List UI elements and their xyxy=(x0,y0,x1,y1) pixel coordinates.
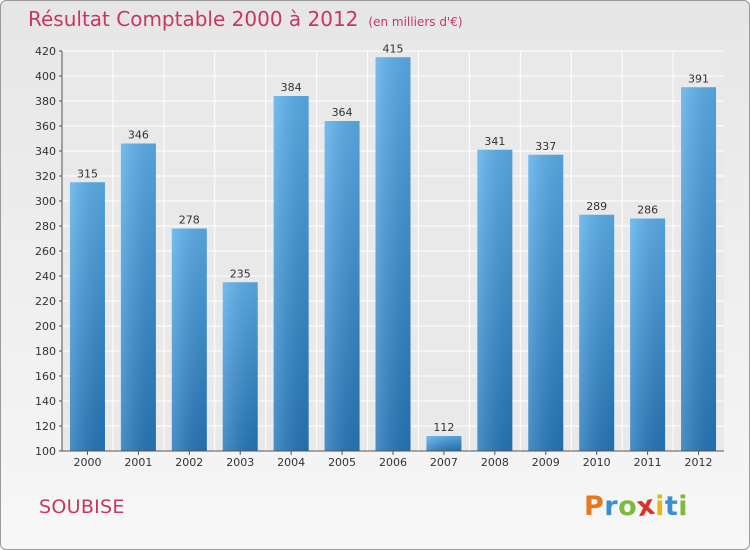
x-tick-label-2012: 2012 xyxy=(685,456,713,469)
value-label-2000: 315 xyxy=(77,167,98,180)
x-tick-label-2009: 2009 xyxy=(532,456,560,469)
x-tick-label-2011: 2011 xyxy=(634,456,662,469)
bar-shade xyxy=(273,96,309,451)
x-tick-label-2004: 2004 xyxy=(277,456,305,469)
bar-shade xyxy=(171,228,207,451)
value-label-2003: 235 xyxy=(230,267,251,280)
value-label-2011: 286 xyxy=(637,204,658,217)
bar-shade xyxy=(222,282,258,451)
chart-title: Résultat Comptable 2000 à 2012 (en millie… xyxy=(28,7,463,31)
commune-name: SOUBISE xyxy=(39,496,125,518)
y-tick-label: 240 xyxy=(35,270,56,283)
y-tick-label: 280 xyxy=(35,220,56,233)
value-label-2004: 384 xyxy=(281,81,302,94)
value-label-2002: 278 xyxy=(179,214,200,227)
logo-letter: P xyxy=(584,491,605,522)
x-tick-label-2000: 2000 xyxy=(73,456,101,469)
value-label-2005: 364 xyxy=(332,106,353,119)
y-tick-label: 220 xyxy=(35,295,56,308)
x-tick-label-2001: 2001 xyxy=(124,456,152,469)
bar-shade xyxy=(528,154,564,451)
logo-letter: o xyxy=(618,491,638,522)
y-tick-label: 100 xyxy=(35,445,56,458)
logo-letter: i xyxy=(678,491,689,522)
y-tick-label: 380 xyxy=(35,95,56,108)
x-tick-label-2005: 2005 xyxy=(328,456,356,469)
value-label-2008: 341 xyxy=(484,135,505,148)
y-tick-label: 340 xyxy=(35,145,56,158)
bar-shade xyxy=(579,214,615,451)
value-label-2006: 415 xyxy=(383,42,404,55)
y-tick-label: 140 xyxy=(35,395,56,408)
y-tick-label: 320 xyxy=(35,170,56,183)
y-tick-label: 200 xyxy=(35,320,56,333)
y-tick-label: 400 xyxy=(35,70,56,83)
y-tick-label: 420 xyxy=(35,45,56,58)
logo-letter: i xyxy=(655,491,665,522)
value-label-2001: 346 xyxy=(128,129,149,142)
logo-letter: t xyxy=(664,491,679,522)
bar-shade xyxy=(426,436,462,451)
bar-shade xyxy=(630,218,666,451)
bar-shade xyxy=(681,87,717,451)
x-tick-label-2006: 2006 xyxy=(379,456,407,469)
value-label-2012: 391 xyxy=(688,72,709,85)
y-tick-label: 160 xyxy=(35,370,56,383)
value-label-2007: 112 xyxy=(433,421,454,434)
value-label-2009: 337 xyxy=(535,140,556,153)
y-tick-label: 360 xyxy=(35,120,56,133)
y-tick-label: 300 xyxy=(35,195,56,208)
y-tick-label: 120 xyxy=(35,420,56,433)
x-tick-label-2002: 2002 xyxy=(175,456,203,469)
bars-layer: 315 346 278 235 384 364 415 112 341 337 289 286 391 xyxy=(69,42,717,451)
bar-shade xyxy=(375,57,411,451)
x-tick-label-2010: 2010 xyxy=(583,456,611,469)
bar-shade xyxy=(324,121,360,451)
bar-shade xyxy=(477,149,513,451)
y-tick-label: 180 xyxy=(35,345,56,358)
logo-letter: r xyxy=(604,491,619,522)
x-tick-label-2007: 2007 xyxy=(430,456,458,469)
title-text: Résultat Comptable 2000 à 2012 xyxy=(28,7,359,31)
x-tick-label-2003: 2003 xyxy=(226,456,254,469)
bar-shade xyxy=(120,143,156,451)
y-tick-label: 260 xyxy=(35,245,56,258)
chart-subtitle: (en milliers d'€) xyxy=(368,15,463,29)
bar-shade xyxy=(69,182,105,451)
x-tick-label-2008: 2008 xyxy=(481,456,509,469)
axis-layer: 100 120 140 160 180 200 220 240 260 280 300 320 340 3… xyxy=(35,45,724,469)
value-label-2010: 289 xyxy=(586,200,607,213)
proxiti-logo[interactable]: Proxiti xyxy=(584,490,689,524)
